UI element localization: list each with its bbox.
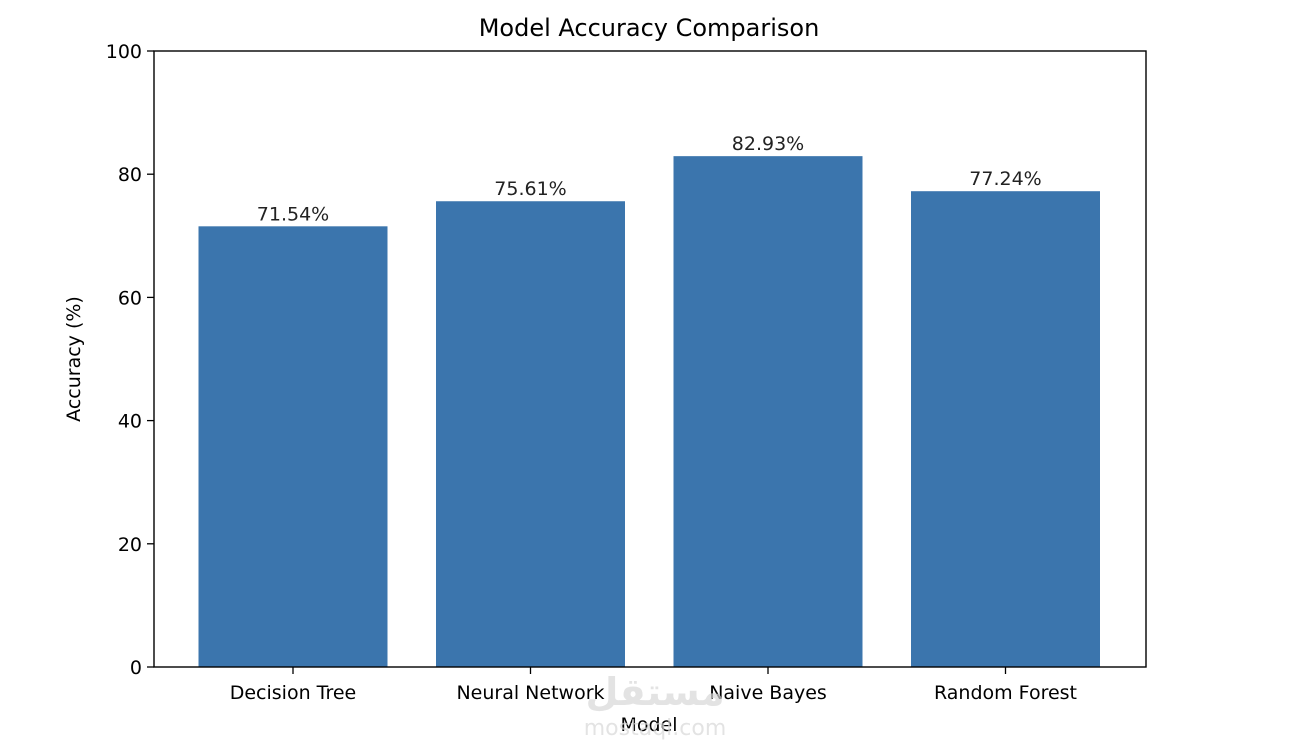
x-axis-ticks: Decision Tree Neural Network Naive Bayes Ra… bbox=[230, 667, 1077, 704]
y-tick-label: 100 bbox=[106, 41, 142, 63]
data-labels-group: 71.54% 75.61% 82.93% 77.24% bbox=[257, 133, 1042, 225]
bar-value-label: 82.93% bbox=[732, 133, 804, 155]
bar-value-label: 77.24% bbox=[969, 168, 1041, 190]
x-tick-label: Naive Bayes bbox=[709, 682, 827, 704]
x-axis-title: Model bbox=[620, 714, 677, 736]
y-axis-title: Accuracy (%) bbox=[63, 296, 85, 422]
bar bbox=[673, 156, 863, 668]
watermark-site-text: mostaql.com bbox=[584, 716, 727, 741]
y-tick-label: 40 bbox=[118, 411, 142, 433]
y-tick-label: 80 bbox=[118, 164, 142, 186]
bar bbox=[436, 201, 625, 667]
y-tick-label: 20 bbox=[118, 534, 142, 556]
y-tick-label: 0 bbox=[130, 657, 142, 679]
watermark-logo-text: مستقل bbox=[586, 670, 725, 714]
bar-value-label: 75.61% bbox=[494, 178, 566, 200]
bar bbox=[911, 191, 1100, 667]
chart-title: Model Accuracy Comparison bbox=[479, 14, 820, 42]
y-axis-ticks: 0 20 40 60 80 100 bbox=[106, 41, 154, 679]
bar bbox=[198, 226, 388, 667]
y-tick-label: 60 bbox=[118, 287, 142, 309]
x-tick-label: Decision Tree bbox=[230, 682, 357, 704]
x-tick-label: Neural Network bbox=[456, 682, 604, 704]
watermark-logo: مستقل mostaql.com bbox=[584, 670, 727, 741]
plot-frame bbox=[153, 50, 1147, 668]
x-tick-label: Random Forest bbox=[934, 682, 1077, 704]
bar-value-label: 71.54% bbox=[257, 203, 329, 225]
bars-group bbox=[198, 156, 1100, 668]
